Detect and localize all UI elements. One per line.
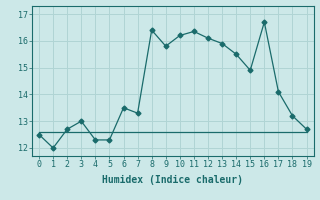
X-axis label: Humidex (Indice chaleur): Humidex (Indice chaleur) <box>102 175 243 185</box>
